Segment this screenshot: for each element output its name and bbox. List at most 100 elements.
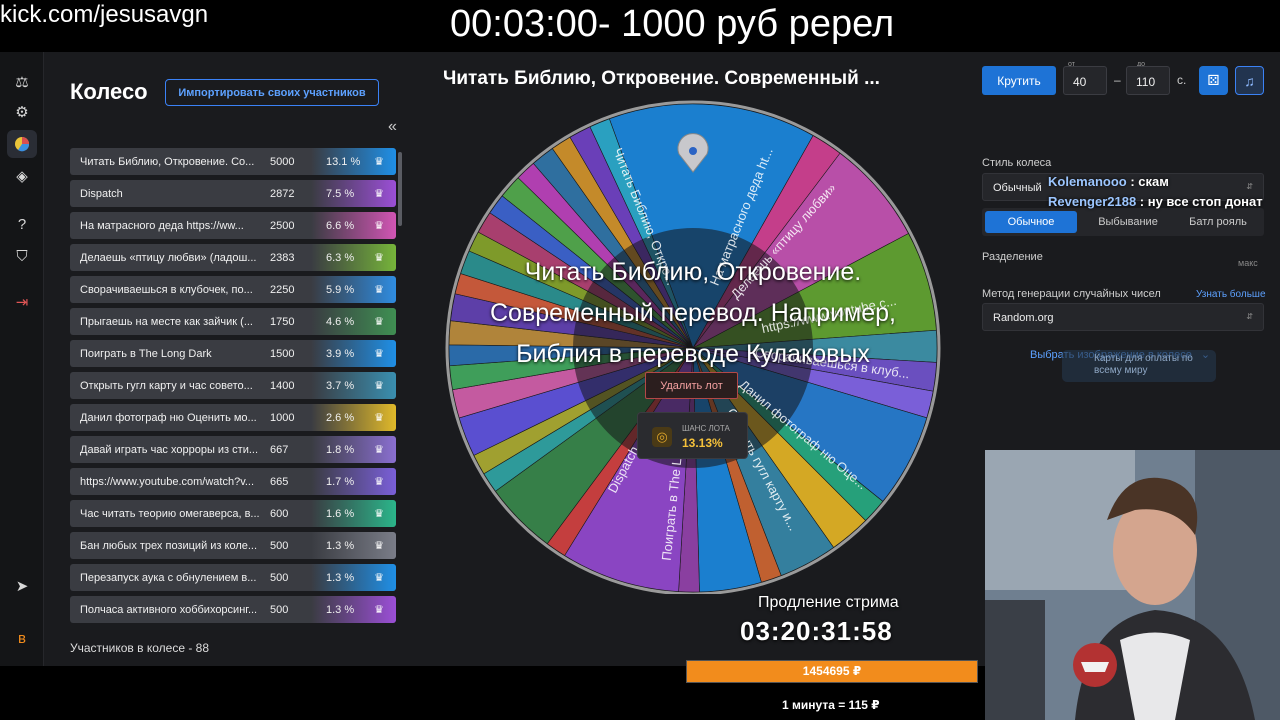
lot-amount: 2500 <box>270 219 295 232</box>
lot-amount: 2872 <box>270 187 295 200</box>
spin-button[interactable]: Крутить <box>982 66 1056 95</box>
dice-icon[interactable]: ⚄ <box>1199 66 1228 95</box>
lot-boost-icon[interactable]: ♛ <box>374 476 384 488</box>
lot-name: Час читать теорию омегаверса, в... <box>80 507 260 520</box>
pie-icon <box>15 137 30 152</box>
lot-color-strip <box>311 372 396 399</box>
lot-boost-icon[interactable]: ♛ <box>374 604 384 616</box>
lot-percent: 1.3 % <box>326 539 355 552</box>
lot-boost-icon[interactable]: ♛ <box>374 540 384 552</box>
shield-icon[interactable]: ⛉ <box>16 247 28 265</box>
delete-lot-button[interactable]: Удалить лот <box>645 372 738 399</box>
lot-boost-icon[interactable]: ♛ <box>374 220 384 232</box>
lot-row[interactable]: Сворачиваешься в клубочек, по... 2250 5.9 … <box>70 276 396 303</box>
gear-icon[interactable]: ⚙ <box>15 104 29 121</box>
lot-color-strip <box>311 276 396 303</box>
lot-percent: 1.6 % <box>326 507 355 520</box>
lot-boost-icon[interactable]: ♛ <box>374 316 384 328</box>
layers-icon[interactable]: ◈ <box>16 168 28 185</box>
rng-select[interactable]: Random.org ⇵ <box>982 303 1264 331</box>
lot-row[interactable]: Перезапуск аука с обнулением в... 500 1.3 … <box>70 564 396 591</box>
lot-row[interactable]: Данил фотограф ню Оценить мо... 1000 2.6 %… <box>70 404 396 431</box>
lot-row[interactable]: Полчаса активного хоббихорсинг... 500 1.3 … <box>70 596 396 623</box>
lot-amount: 667 <box>270 443 289 456</box>
lot-percent: 7.5 % <box>326 187 355 200</box>
pay-badge[interactable] <box>1062 350 1216 382</box>
lot-name: Открыть гугл карту и час совето... <box>80 379 253 392</box>
to-seconds-input[interactable]: 110 <box>1126 66 1170 95</box>
tab-normal[interactable]: Обычное <box>985 211 1077 233</box>
tab-battle-royale[interactable]: Батл рояль <box>1189 216 1247 228</box>
rate-label: 1 минута = 115 ₽ <box>782 698 880 712</box>
lot-boost-icon[interactable]: ♛ <box>374 252 384 264</box>
chat-overlay: Kolemanooo : скам Revenger2188 : ну все … <box>1048 172 1278 212</box>
lot-name: Делаешь «птицу любви» (ладош... <box>80 251 257 264</box>
lot-color-strip <box>311 404 396 431</box>
lot-amount: 665 <box>270 475 289 488</box>
lot-row[interactable]: На матрасного деда https://ww... 2500 6.6 … <box>70 212 396 239</box>
lot-color-strip <box>311 436 396 463</box>
wheel-style-select[interactable]: Обычный ⇵ <box>982 173 1264 201</box>
import-participants-button[interactable]: Импортировать своих участников <box>165 79 379 106</box>
lot-boost-icon[interactable]: ♛ <box>374 188 384 200</box>
lot-percent: 1.3 % <box>326 571 355 584</box>
lot-row[interactable]: https://www.youtube.com/watch?v... 665 1.7… <box>70 468 396 495</box>
lot-boost-icon[interactable]: ♛ <box>374 156 384 168</box>
lot-color-strip <box>311 308 396 335</box>
telegram-icon[interactable]: ➤ <box>15 578 29 595</box>
lot-row[interactable]: Читать Библию, Откровение. Со... 5000 13.1… <box>70 148 396 175</box>
lot-row[interactable]: Бан любых трех позиций из коле... 500 1.3 … <box>70 532 396 559</box>
wheel-title: Читать Библию, Откровение. Современный .… <box>443 68 880 89</box>
learn-more-link[interactable]: Узнать больше <box>1196 289 1266 300</box>
lot-row[interactable]: Давай играть час хорроры из сти... 667 1.8… <box>70 436 396 463</box>
lot-boost-icon[interactable]: ♛ <box>374 348 384 360</box>
chevron-updown-icon: ⇵ <box>1246 312 1253 321</box>
lot-row[interactable]: Час читать теорию омегаверса, в... 600 1.6… <box>70 500 396 527</box>
lot-name: Данил фотограф ню Оценить мо... <box>80 411 257 424</box>
lot-name: Сворачиваешься в клубочек, по... <box>80 283 253 296</box>
lot-list-scrollbar[interactable] <box>398 152 402 226</box>
lot-amount: 1000 <box>270 411 295 424</box>
lot-name: https://www.youtube.com/watch?v... <box>80 475 255 488</box>
chat-text: : скам <box>1126 174 1169 189</box>
brand-icon[interactable]: ʙ <box>18 629 26 647</box>
lot-amount: 500 <box>270 603 289 616</box>
lot-boost-icon[interactable]: ♛ <box>374 444 384 456</box>
chat-user: Revenger2188 <box>1048 194 1137 209</box>
lot-row[interactable]: Dispatch 2872 7.5 % ♛ <box>70 180 396 207</box>
site-url: kick.com/jesusavgn <box>0 1 209 28</box>
music-icon[interactable]: ♫ <box>1235 66 1264 95</box>
from-seconds-input[interactable]: 40 <box>1063 66 1107 95</box>
lot-percent: 6.3 % <box>326 251 355 264</box>
lot-percent: 1.7 % <box>326 475 355 488</box>
lot-name: Dispatch <box>80 187 123 200</box>
progress-fill <box>687 661 977 682</box>
wheel[interactable]: Читать Библию, Откро... На матрасного дед… <box>442 92 944 594</box>
lot-row[interactable]: Открыть гугл карту и час совето... 1400 3.… <box>70 372 396 399</box>
lot-boost-icon[interactable]: ♛ <box>374 284 384 296</box>
lot-row[interactable]: Поиграть в The Long Dark 1500 3.9 % ♛ <box>70 340 396 367</box>
tab-elimination[interactable]: Выбывание <box>1098 216 1158 228</box>
page-title: Колесо <box>70 79 148 104</box>
logout-icon[interactable]: ⇥ <box>15 294 29 311</box>
caption-line: Современный перевод. Например, <box>489 299 897 327</box>
lot-boost-icon[interactable]: ♛ <box>374 508 384 520</box>
split-label: Разделение <box>982 251 1043 263</box>
lot-row[interactable]: Делаешь «птицу любви» (ладош... 2383 6.3 %… <box>70 244 396 271</box>
lot-percent: 6.6 % <box>326 219 355 232</box>
help-icon[interactable]: ? <box>17 215 27 233</box>
lot-name: Бан любых трех позиций из коле... <box>80 539 258 552</box>
lot-color-strip <box>311 500 396 527</box>
lot-row[interactable]: Прыгаешь на месте как зайчик (... 1750 4.6… <box>70 308 396 335</box>
chance-value: 13.13% <box>682 436 723 450</box>
participants-total: Участников в колесе - 88 <box>70 641 210 655</box>
side-rail: ⚖ ⚙ ◈ ? ⛉ ⇥ ➤ ʙ <box>0 52 44 666</box>
lot-boost-icon[interactable]: ♛ <box>374 572 384 584</box>
collapse-icon[interactable]: « <box>388 118 397 135</box>
donation-progress: 1454695 ₽ <box>686 660 978 683</box>
gavel-icon[interactable]: ⚖ <box>15 74 29 91</box>
rng-label: Метод генерации случайных чисел <box>982 288 1161 300</box>
wheel-icon[interactable] <box>7 130 37 158</box>
lot-boost-icon[interactable]: ♛ <box>374 412 384 424</box>
lot-boost-icon[interactable]: ♛ <box>374 380 384 392</box>
